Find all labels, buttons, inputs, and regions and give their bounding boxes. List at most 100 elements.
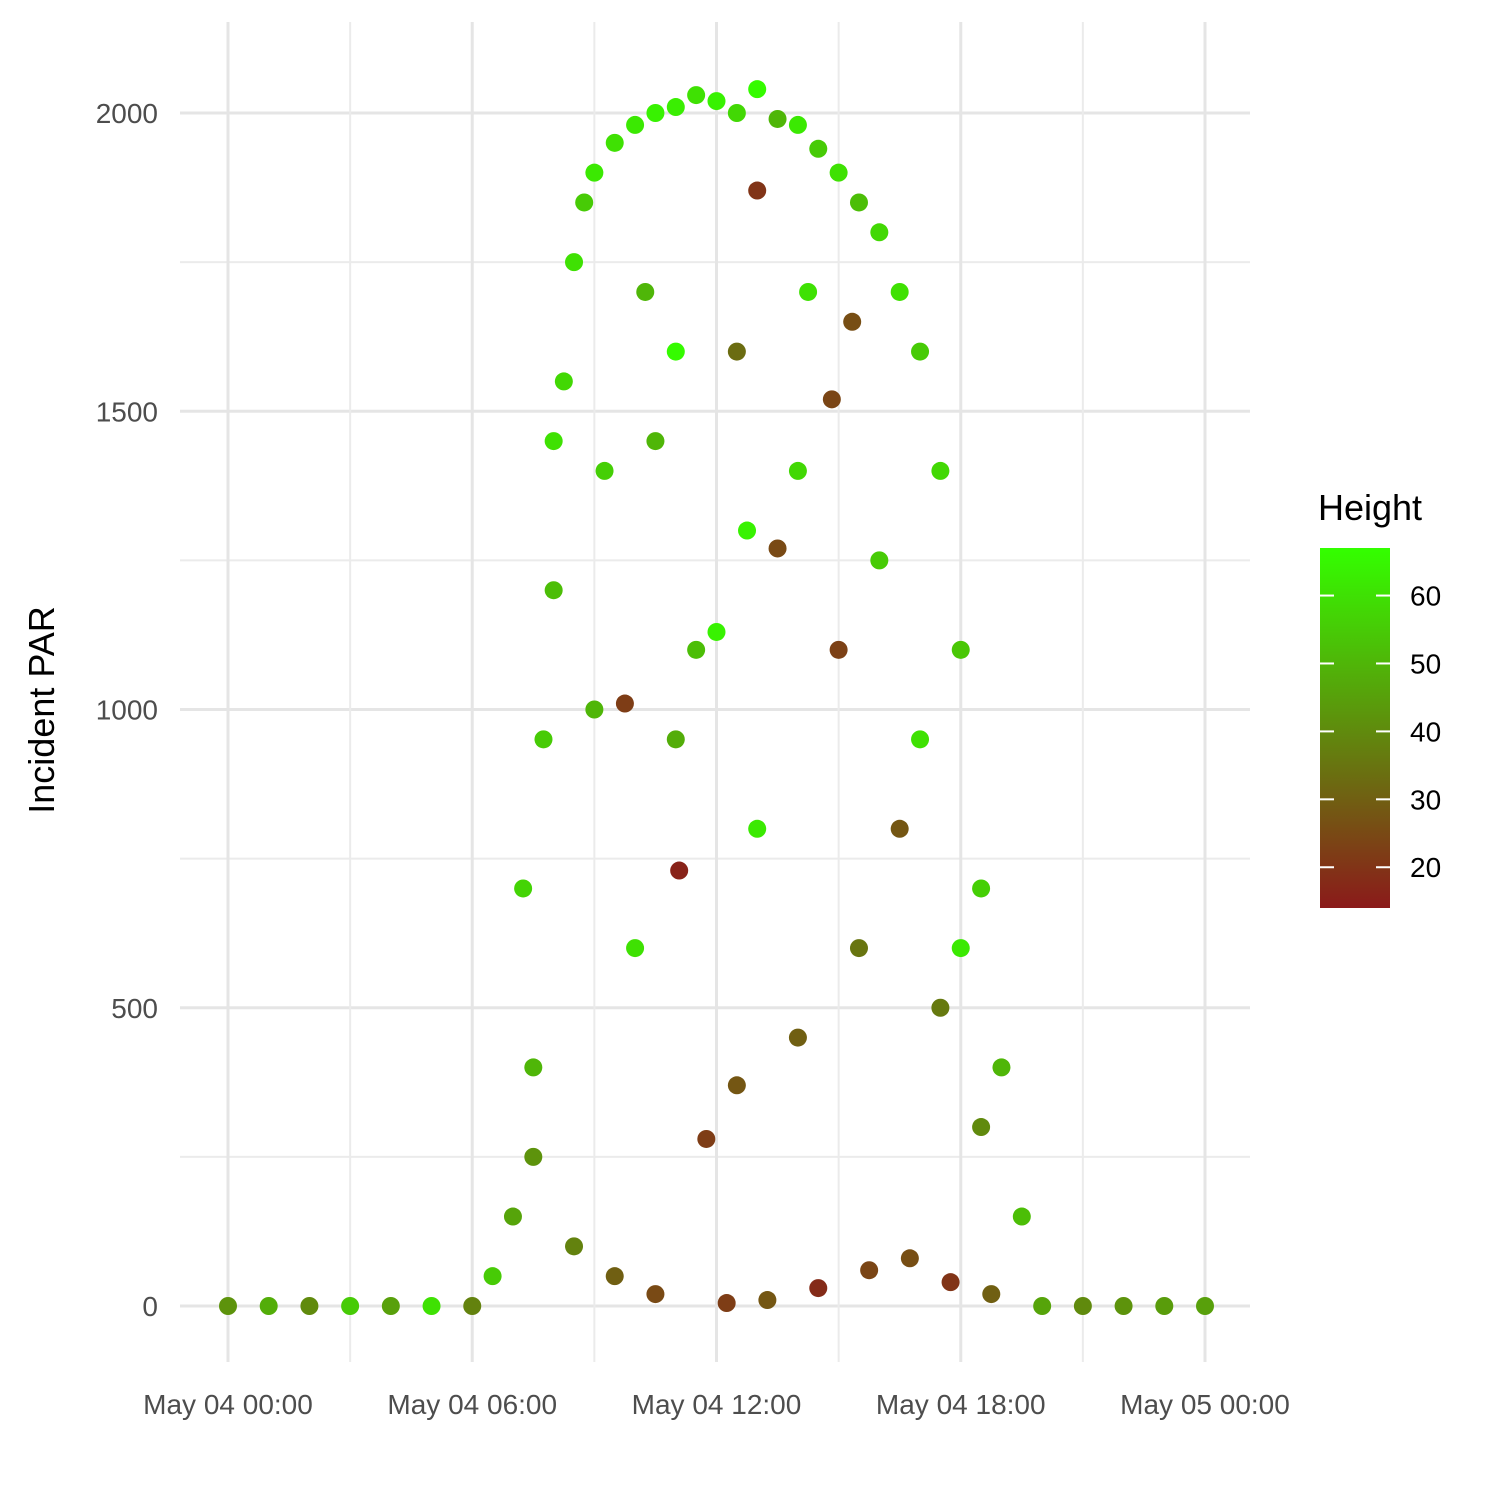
- data-point: [860, 1261, 879, 1280]
- data-point: [463, 1297, 482, 1315]
- legend-title: Height: [1318, 487, 1422, 528]
- data-point: [931, 998, 950, 1017]
- data-point: [524, 1058, 543, 1077]
- data-point: [707, 92, 726, 111]
- data-point: [900, 1249, 919, 1268]
- data-point: [605, 1267, 624, 1286]
- data-point: [524, 1147, 543, 1166]
- y-tick-label: 1000: [96, 695, 158, 726]
- data-point: [585, 163, 604, 182]
- x-tick-label: May 04 06:00: [387, 1389, 557, 1420]
- x-tick-label: May 05 00:00: [1120, 1389, 1290, 1420]
- data-point: [911, 730, 930, 749]
- data-point: [626, 115, 645, 134]
- data-point: [717, 1294, 736, 1313]
- data-point: [1012, 1207, 1031, 1226]
- data-point: [809, 139, 828, 158]
- data-point: [727, 342, 746, 361]
- data-point: [585, 700, 604, 719]
- data-point: [605, 133, 624, 152]
- data-point: [870, 551, 889, 570]
- y-tick-label: 1500: [96, 396, 158, 427]
- data-point: [992, 1058, 1011, 1077]
- data-point: [809, 1279, 828, 1298]
- data-point: [727, 1076, 746, 1095]
- data-point: [483, 1267, 502, 1286]
- data-point: [707, 622, 726, 641]
- y-axis-title: Incident PAR: [21, 606, 62, 813]
- data-point: [1155, 1297, 1174, 1315]
- data-point: [758, 1291, 777, 1310]
- data-point: [544, 432, 563, 451]
- data-point: [1114, 1297, 1133, 1315]
- data-point: [503, 1207, 522, 1226]
- x-tick-label: May 04 12:00: [632, 1389, 802, 1420]
- legend-tick-label: 50: [1410, 648, 1441, 679]
- data-point: [670, 861, 689, 880]
- data-point: [565, 1237, 584, 1256]
- data-point: [1073, 1297, 1092, 1315]
- legend-tick-label: 20: [1410, 852, 1441, 883]
- data-point: [259, 1297, 278, 1315]
- legend-tick-label: 60: [1410, 581, 1441, 612]
- data-point: [982, 1285, 1001, 1304]
- data-point: [554, 372, 573, 391]
- data-point: [799, 282, 818, 301]
- y-tick-label: 0: [142, 1291, 158, 1322]
- data-point: [911, 342, 930, 361]
- data-point: [788, 1028, 807, 1047]
- data-point: [636, 282, 655, 301]
- y-axis-ticks: 0 500 1000 1500 2000: [96, 98, 158, 1322]
- data-point: [697, 1129, 716, 1148]
- data-point: [575, 193, 594, 212]
- data-point: [951, 939, 970, 958]
- data-point: [738, 521, 757, 540]
- data-point: [341, 1297, 360, 1315]
- data-point: [626, 939, 645, 958]
- data-point: [300, 1297, 319, 1315]
- x-axis-ticks: May 04 00:00 May 04 06:00 May 04 12:00 May …: [143, 1389, 1290, 1420]
- data-point: [381, 1297, 400, 1315]
- data-point: [768, 109, 787, 128]
- grid: [180, 22, 1250, 1362]
- data-point: [514, 879, 533, 898]
- data-point: [219, 1297, 237, 1315]
- data-point: [666, 730, 685, 749]
- data-point: [768, 539, 787, 558]
- data-point: [687, 86, 706, 105]
- data-point: [788, 461, 807, 480]
- data-point: [822, 390, 841, 409]
- data-point: [1196, 1297, 1214, 1315]
- y-tick-label: 2000: [96, 98, 158, 129]
- data-point: [843, 312, 862, 331]
- data-point: [788, 115, 807, 134]
- legend-tick-label: 40: [1410, 716, 1441, 747]
- legend-tick-label: 30: [1410, 784, 1441, 815]
- data-point: [534, 730, 553, 749]
- data-points: [219, 80, 1214, 1315]
- data-point: [727, 104, 746, 122]
- data-point: [829, 640, 848, 659]
- x-tick-label: May 04 18:00: [876, 1389, 1046, 1420]
- data-point: [748, 80, 767, 99]
- data-point: [687, 640, 706, 659]
- data-point: [666, 342, 685, 361]
- data-point: [890, 819, 909, 838]
- data-point: [1033, 1297, 1052, 1315]
- data-point: [544, 581, 563, 600]
- legend-colorbar: [1320, 548, 1390, 908]
- data-point: [849, 193, 868, 212]
- data-point: [748, 181, 767, 200]
- data-point: [422, 1297, 441, 1315]
- data-point: [666, 98, 685, 117]
- data-point: [615, 694, 634, 713]
- data-point: [595, 461, 614, 480]
- data-point: [849, 939, 868, 958]
- data-point: [646, 432, 665, 451]
- data-point: [646, 1285, 665, 1304]
- data-point: [748, 819, 767, 838]
- y-tick-label: 500: [111, 993, 158, 1024]
- legend-ticks: 20 30 40 50 60: [1320, 581, 1441, 883]
- data-point: [972, 1118, 991, 1137]
